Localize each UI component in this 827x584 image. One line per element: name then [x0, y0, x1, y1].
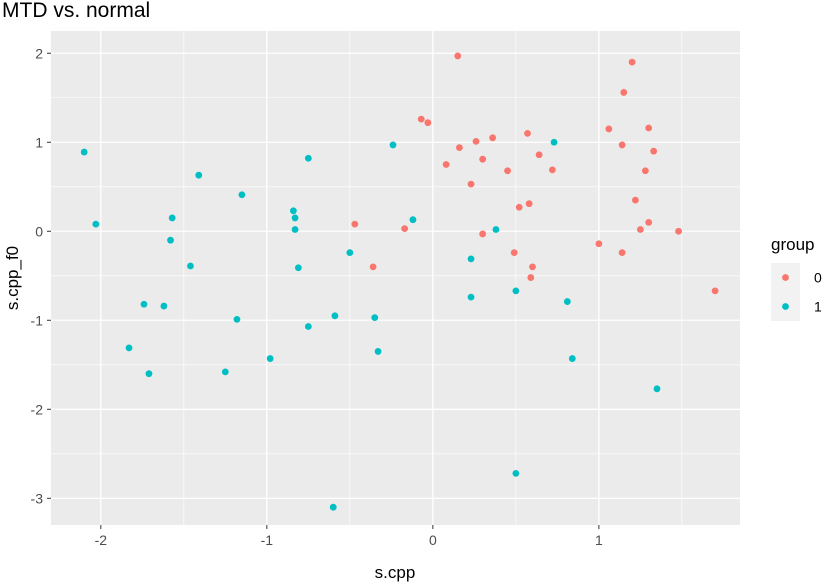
y-tick-label: 2: [35, 45, 43, 61]
data-point-group-1: [304, 154, 312, 162]
data-point-group-1: [331, 312, 339, 320]
data-point-group-0: [628, 58, 636, 66]
data-point-group-0: [711, 287, 719, 295]
x-tick-label: 0: [429, 532, 437, 548]
data-point-group-1: [187, 262, 194, 270]
data-point-group-0: [535, 151, 543, 159]
data-point-group-0: [605, 125, 613, 133]
data-point-group-1: [195, 171, 203, 179]
data-point-group-0: [548, 166, 556, 174]
chart-title: MTD vs. normal: [2, 0, 150, 22]
data-point-group-1: [512, 469, 520, 477]
data-point-group-1: [289, 207, 297, 215]
data-point-group-1: [374, 348, 382, 355]
y-axis: -3 -2 -1 0 1 2: [31, 45, 51, 506]
minor-gridlines: [51, 31, 740, 525]
data-point-group-1: [294, 264, 302, 272]
data-point-group-1: [653, 385, 661, 393]
legend-title: group: [771, 235, 814, 254]
data-point-group-0: [675, 227, 682, 235]
data-point-group-1: [409, 216, 417, 224]
major-gridlines: [51, 31, 740, 525]
data-point-group-1: [329, 503, 337, 511]
y-tick-label: 1: [35, 134, 43, 150]
x-tick-label: -1: [261, 532, 274, 548]
data-point-group-0: [645, 218, 653, 226]
data-point-group-0: [529, 263, 536, 271]
y-tick-label: 0: [35, 223, 43, 239]
data-point-group-0: [525, 200, 533, 208]
data-point-group-0: [472, 137, 480, 145]
y-axis-title: s.cpp_f0: [3, 246, 22, 310]
data-point-group-0: [479, 155, 487, 163]
y-tick-label: -1: [31, 312, 44, 328]
legend-key-point-0: [782, 274, 789, 281]
data-point-group-1: [291, 214, 299, 222]
data-point-group-0: [595, 240, 603, 248]
data-point-group-0: [424, 119, 432, 127]
data-point-group-0: [456, 144, 463, 152]
data-point-group-0: [489, 134, 497, 142]
legend-label-1: 1: [814, 299, 822, 315]
data-point-group-1: [568, 355, 576, 362]
data-point-group-0: [618, 249, 626, 257]
data-point-group-1: [80, 148, 88, 156]
data-point-group-0: [417, 115, 425, 123]
x-axis: -2 -1 0 1: [95, 525, 603, 548]
data-point-group-0: [504, 167, 511, 175]
data-point-group-1: [125, 344, 133, 352]
data-point-group-1: [233, 315, 241, 323]
plot-panel: [51, 31, 740, 525]
data-point-group-1: [160, 302, 168, 310]
data-point-group-0: [369, 263, 377, 271]
y-tick-label: -3: [31, 490, 44, 506]
data-point-group-1: [238, 191, 246, 199]
data-point-group-0: [454, 52, 462, 60]
data-point-group-0: [527, 274, 535, 281]
data-point-group-1: [92, 220, 100, 228]
data-point-group-0: [618, 141, 626, 149]
data-point-group-1: [221, 368, 229, 376]
data-point-group-1: [512, 287, 520, 295]
data-point-group-1: [550, 138, 558, 146]
data-point-group-0: [524, 129, 531, 137]
data-point-group-1: [266, 355, 274, 362]
data-point-group-0: [641, 167, 649, 175]
data-point-group-0: [479, 230, 487, 238]
legend: group 0 1: [771, 235, 822, 321]
data-point-group-1: [167, 236, 174, 244]
data-point-group-1: [168, 214, 176, 222]
data-point-group-0: [351, 220, 359, 228]
data-point-group-1: [371, 314, 379, 322]
data-point-group-1: [563, 298, 571, 305]
y-tick-label: -2: [31, 401, 44, 417]
data-point-group-0: [401, 225, 409, 233]
data-point-group-0: [515, 203, 523, 211]
data-point-group-1: [346, 249, 354, 257]
data-point-group-0: [645, 124, 653, 132]
legend-key-point-1: [782, 303, 789, 310]
data-point-group-0: [650, 147, 658, 155]
data-point-group-1: [492, 226, 500, 233]
data-point-group-1: [467, 293, 475, 301]
data-point-group-0: [620, 89, 628, 96]
data-point-group-1: [140, 300, 148, 308]
data-points: [80, 52, 719, 511]
data-point-group-0: [510, 249, 518, 257]
data-point-group-1: [389, 141, 397, 149]
data-point-group-0: [636, 226, 644, 233]
x-tick-label: 1: [595, 532, 603, 548]
data-point-group-0: [467, 180, 475, 188]
data-point-group-1: [145, 370, 153, 378]
data-point-group-1: [291, 226, 299, 233]
data-point-group-0: [442, 161, 450, 168]
x-tick-label: -2: [95, 532, 108, 548]
x-axis-title: s.cpp: [375, 563, 416, 582]
data-point-group-0: [632, 196, 639, 204]
data-point-group-1: [304, 323, 312, 330]
legend-label-0: 0: [814, 270, 822, 286]
data-point-group-1: [467, 255, 475, 263]
